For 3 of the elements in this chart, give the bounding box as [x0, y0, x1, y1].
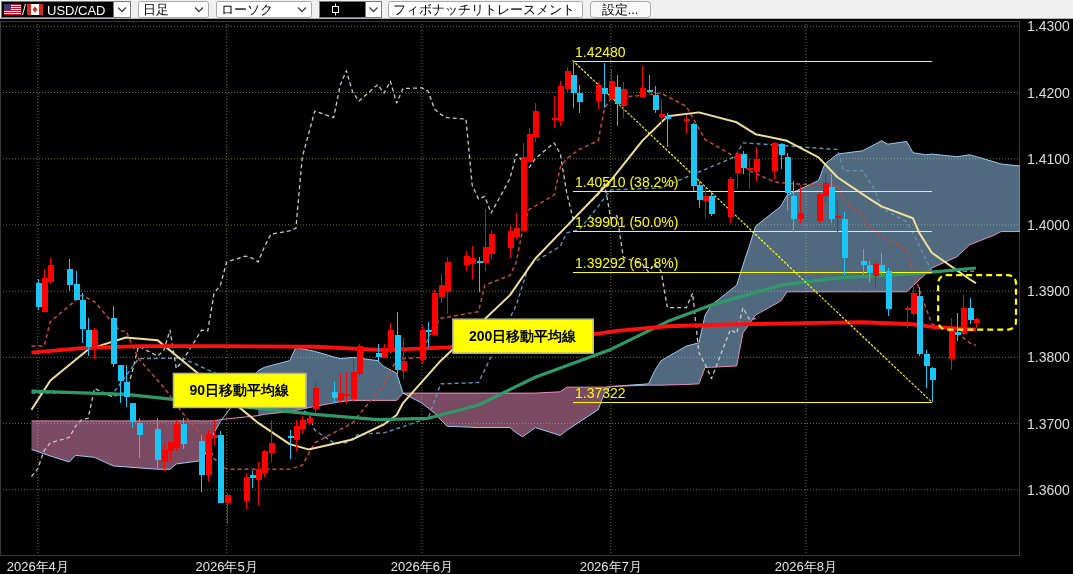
title: USD/CAD — [47, 2, 106, 18]
annotation: 200日移動平均線 — [468, 328, 577, 345]
annotation: 90日移動平均線 — [189, 382, 290, 399]
